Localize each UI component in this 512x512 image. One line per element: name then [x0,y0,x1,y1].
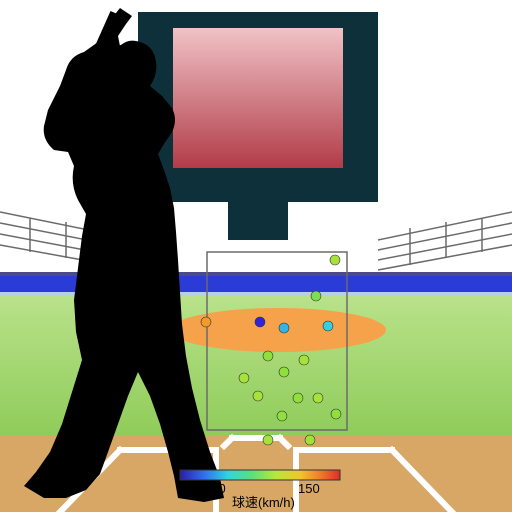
legend-tick: 100 [204,481,226,496]
pitch-marker [313,393,323,403]
pitch-marker [330,255,340,265]
pitch-marker [305,435,315,445]
pitch-marker [323,321,333,331]
legend-tick: 150 [298,481,320,496]
pitch-marker [331,409,341,419]
pitch-marker [201,317,211,327]
pitch-marker [311,291,321,301]
pitch-marker [263,435,273,445]
scoreboard-screen [173,28,343,168]
pitch-marker [279,323,289,333]
pitch-marker [279,367,289,377]
legend-axis-label: 球速(km/h) [232,495,295,510]
scoreboard-neck [228,202,288,240]
pitch-marker [293,393,303,403]
pitch-marker [263,351,273,361]
pitch-location-chart: 100 150球速(km/h) [0,0,512,512]
pitch-marker [255,317,265,327]
wall-top [0,272,512,276]
pitch-marker [239,373,249,383]
batter-helmet [102,44,154,96]
speed-legend-bar [180,470,340,480]
pitchers-mound [170,308,386,352]
pitch-marker [253,391,263,401]
chart-svg: 100 150球速(km/h) [0,0,512,512]
pitch-marker [299,355,309,365]
pitch-marker [277,411,287,421]
